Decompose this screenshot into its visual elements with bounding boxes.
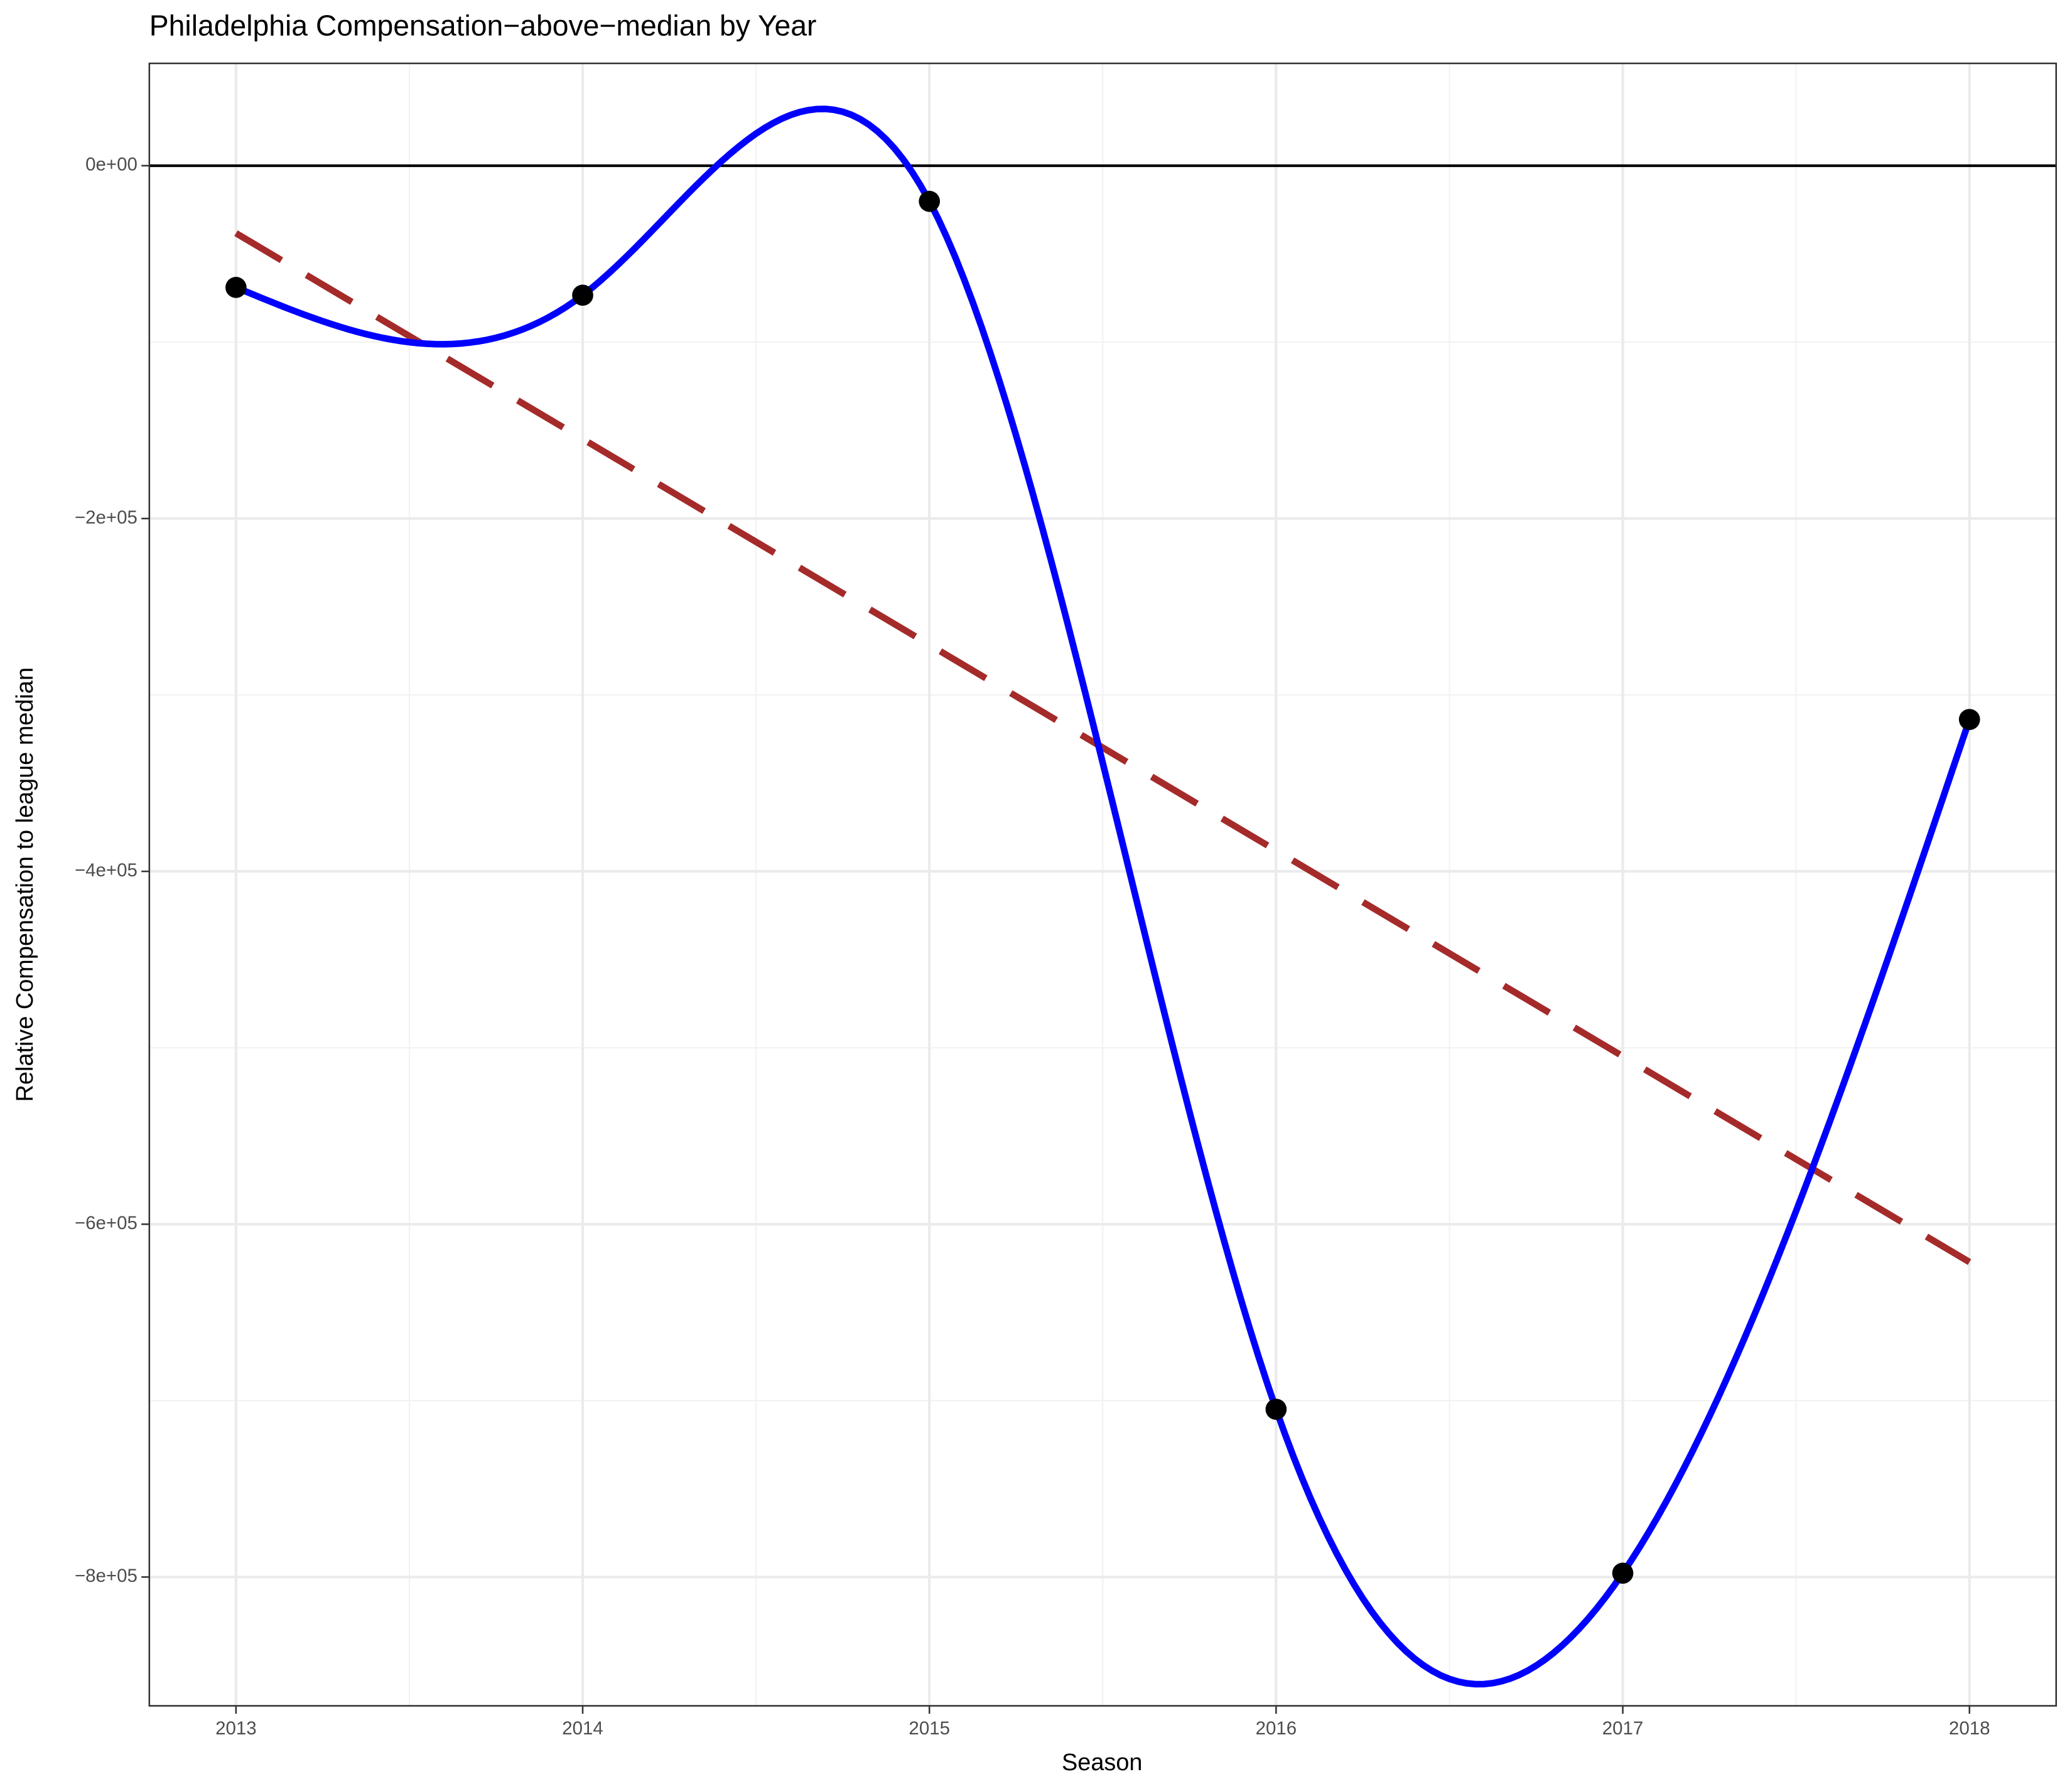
x-axis-label: Season — [1062, 1749, 1142, 1776]
plot — [149, 105, 2056, 1688]
data-point — [1958, 709, 1980, 730]
x-tick-label: 2015 — [909, 1718, 950, 1739]
data-point — [1612, 1562, 1634, 1584]
y-tick-label: −2e+05 — [75, 507, 138, 528]
axes: 2013 2014 2015 2016 2017 2018 0e+00 −2e+05 −4e+0… — [75, 154, 1990, 1739]
y-tick-label: −8e+05 — [75, 1566, 138, 1586]
x-tick-label: 2016 — [1256, 1718, 1297, 1739]
panel-border — [148, 62, 2058, 1707]
smooth-line — [234, 105, 1973, 1688]
y-axis-label: Relative Compensation to league median — [12, 667, 38, 1102]
y-tick-label: 0e+00 — [85, 154, 138, 175]
x-tick-label: 2018 — [1949, 1718, 1990, 1739]
x-tick-label: 2017 — [1602, 1718, 1644, 1739]
trend-line — [234, 230, 1972, 1265]
x-tick-label: 2013 — [215, 1718, 257, 1739]
y-tick-label: −4e+05 — [75, 860, 138, 881]
data-point — [572, 284, 593, 306]
data-point — [225, 277, 247, 298]
data-point — [919, 190, 941, 212]
y-tick-label: −6e+05 — [75, 1213, 138, 1233]
chart-title: Philadelphia Compensation−above−median b… — [149, 9, 817, 41]
x-tick-label: 2014 — [562, 1718, 603, 1739]
data-point — [1265, 1399, 1287, 1420]
